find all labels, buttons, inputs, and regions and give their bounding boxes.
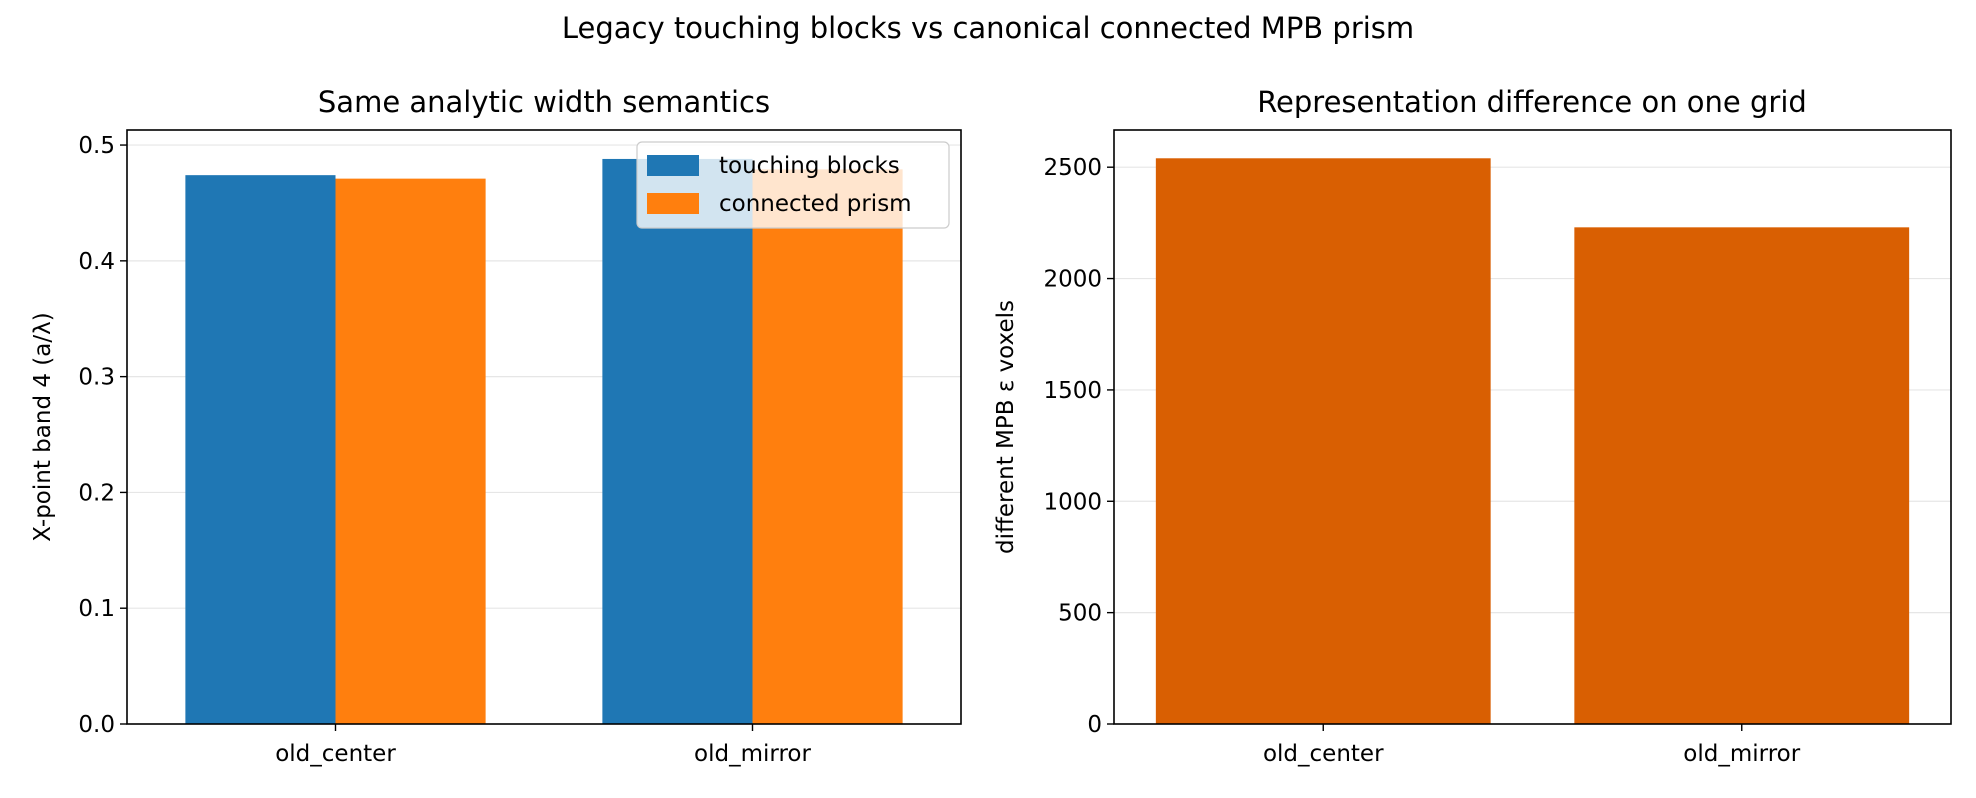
legend-swatch — [647, 193, 699, 214]
left-chart-panel: Same analytic width semantics 0.00.10.20… — [30, 85, 962, 767]
y-tick-label: 0.5 — [78, 133, 115, 159]
left-chart-y-axis: 0.0 0.1 0.2 0.3 0.4 0.5 — [78, 133, 127, 738]
right-chart-x-axis: old_center old_mirror — [1263, 724, 1801, 767]
left-chart-bars — [185, 158, 903, 725]
x-tick-label: old_center — [275, 741, 396, 767]
bar-old_mirror-series-1 — [1574, 227, 1910, 724]
bar-old_mirror-series-2 — [752, 169, 903, 725]
legend-entry: touching blocks — [719, 153, 900, 179]
legend-entry: connected prism — [719, 191, 912, 217]
y-tick-label: 0.3 — [78, 365, 115, 391]
y-tick-label: 2000 — [1043, 267, 1102, 293]
left-chart-title: Same analytic width semantics — [318, 85, 770, 119]
right-chart-frame — [1113, 129, 1952, 725]
y-tick-label: 1500 — [1043, 378, 1102, 404]
y-tick-label: 0.4 — [78, 249, 115, 275]
bar-old_center-series-1 — [1155, 158, 1491, 725]
left-chart-frame — [126, 129, 962, 725]
bar-old_center-series-1 — [185, 175, 336, 724]
y-tick-label: 0.0 — [78, 712, 115, 738]
y-tick-label: 500 — [1058, 601, 1102, 627]
legend-swatch — [647, 155, 699, 176]
y-tick-label: 0 — [1087, 712, 1102, 738]
left-chart-y-axis-label: X-point band 4 (a/λ) — [30, 312, 56, 541]
legend-box — [636, 141, 950, 229]
right-chart-title: Representation difference on one grid — [1257, 85, 1807, 119]
right-chart-bars — [1155, 158, 1910, 725]
bar-old_mirror-series-1 — [602, 158, 753, 724]
y-tick-label: 2500 — [1043, 155, 1102, 181]
right-chart-y-axis: 0 500 1000 1500 2000 2500 — [1043, 155, 1114, 738]
x-tick-label: old_mirror — [1683, 741, 1800, 767]
y-tick-label: 1000 — [1043, 489, 1102, 515]
right-chart-panel: Representation difference on one grid 0 5… — [993, 85, 1952, 767]
figure-title: Legacy touching blocks vs canonical conn… — [562, 11, 1414, 45]
bar-old_center-series-2 — [335, 178, 486, 724]
left-chart-legend: touching blocks connected prism — [636, 141, 950, 229]
left-chart-x-axis: old_center old_mirror — [275, 724, 811, 767]
right-chart-y-axis-label: different MPB ε voxels — [993, 300, 1019, 554]
y-tick-label: 0.1 — [78, 596, 115, 622]
x-tick-label: old_mirror — [694, 741, 811, 767]
y-tick-label: 0.2 — [78, 480, 115, 506]
x-tick-label: old_center — [1263, 741, 1384, 767]
